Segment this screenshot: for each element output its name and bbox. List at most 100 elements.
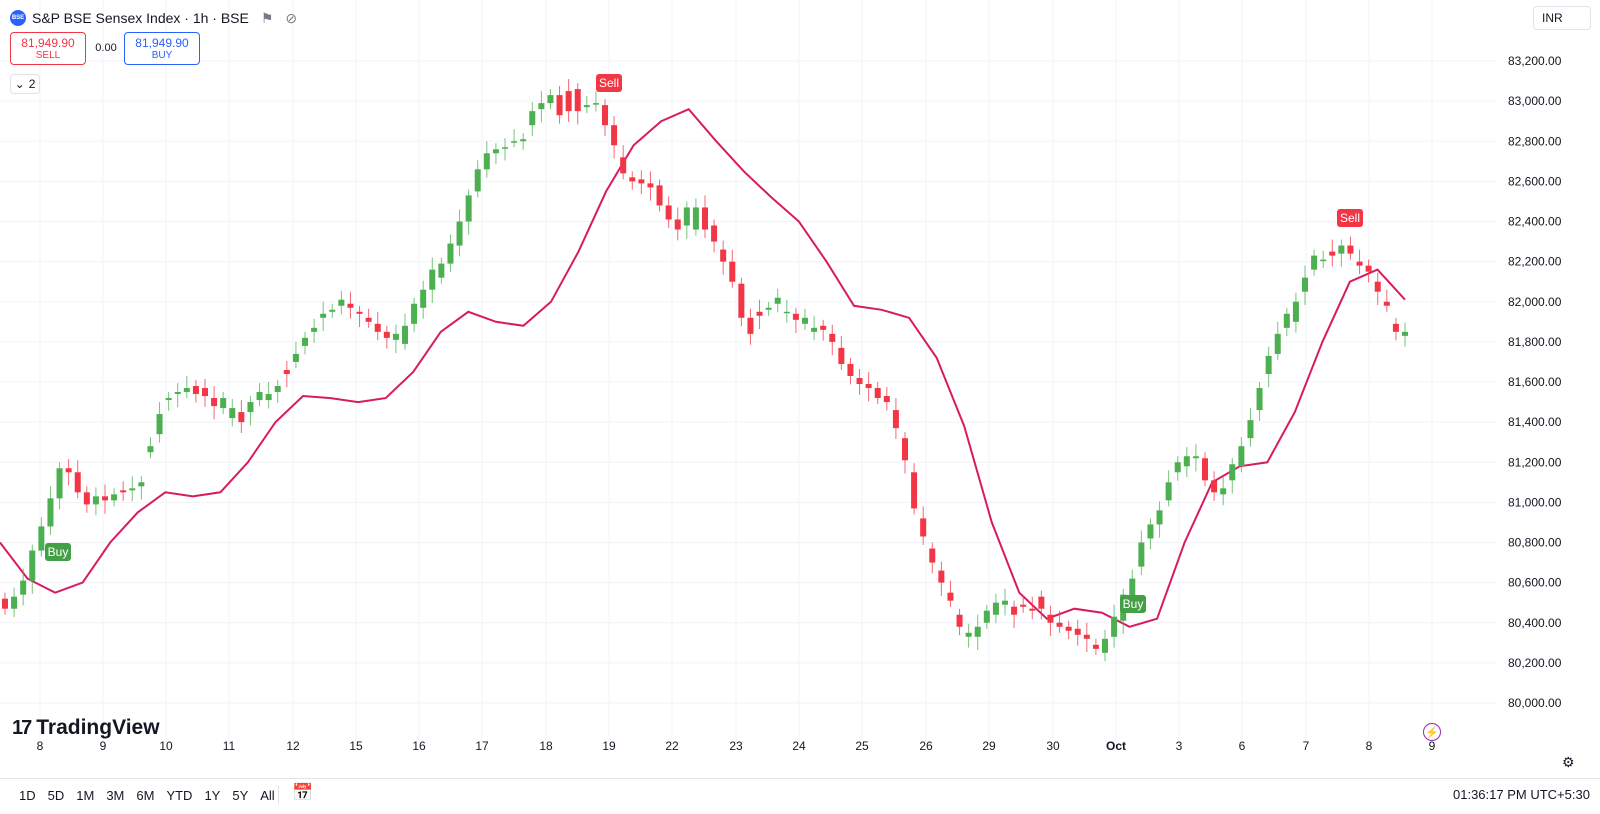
chevron-down-icon: ⌄ [14, 77, 25, 91]
candle-body [956, 614, 963, 627]
symbol-logo: BSE [10, 10, 26, 26]
buy-signal-marker: Buy [1120, 595, 1146, 613]
candle-body [129, 488, 136, 491]
candle-body [1238, 446, 1245, 467]
tradingview-logo-icon: 17 [12, 716, 32, 739]
candle-body [220, 398, 227, 409]
range-button-6m[interactable]: 6M [136, 788, 155, 803]
candle-body [465, 195, 472, 222]
x-tick-label: 3 [1176, 739, 1183, 753]
candle-body [1065, 626, 1072, 631]
candle-body [502, 147, 508, 149]
candle-body [647, 183, 654, 188]
candle-body [692, 207, 699, 230]
flag-icon[interactable]: ⚑ [260, 9, 274, 26]
time-axis[interactable]: 8 9 10 11 12 15 16 17 18 19 22 23 24 25 26 29 30 Oct 3 6 7 8 9 [37, 739, 1436, 753]
range-button-1d[interactable]: 1D [19, 788, 36, 803]
candle-body [483, 153, 490, 170]
signal-badge [1120, 595, 1146, 613]
candle-body [1283, 313, 1290, 328]
candle-body [574, 89, 581, 112]
signal-badge [596, 74, 622, 92]
range-button-all[interactable]: All [260, 788, 275, 803]
signal-markers: Buy Sell Buy Sell [45, 74, 1363, 613]
candle-body [756, 311, 763, 316]
candle-body [1402, 331, 1408, 336]
date-range-selector[interactable]: 1D 5D 1M 3M 6M YTD 1Y 5Y All [14, 786, 280, 805]
candle-body [11, 596, 18, 609]
candle-body [1038, 596, 1045, 609]
candle-body [829, 333, 836, 342]
lightning-icon[interactable]: ⚡ [1423, 723, 1441, 741]
y-tick-label: 80,600.00 [1508, 576, 1562, 590]
candle-body [665, 205, 672, 220]
gear-icon[interactable]: ⚙ [1562, 754, 1575, 770]
currency-selector[interactable]: INR [1533, 6, 1591, 30]
y-tick-label: 81,400.00 [1508, 415, 1562, 429]
candle-body [583, 105, 590, 108]
candle-body [1374, 281, 1381, 292]
candle-body [765, 307, 772, 310]
range-button-5y[interactable]: 5Y [232, 788, 249, 803]
x-tick-label: 25 [855, 739, 869, 753]
candle-body [629, 177, 636, 182]
symbol-title[interactable]: S&P BSE Sensex Index · 1h · BSE [32, 10, 249, 26]
candle-body [792, 313, 799, 320]
candle-body [820, 325, 827, 330]
candle-body [1292, 301, 1299, 322]
candle-body [1147, 524, 1154, 539]
signal-badge [1337, 209, 1363, 227]
candle-body [856, 377, 863, 385]
spread-value: 0.00 [95, 42, 117, 54]
range-button-ytd[interactable]: YTD [166, 788, 193, 803]
buy-price: 81,949.90 [135, 35, 189, 50]
candle-body [1074, 628, 1081, 635]
y-tick-label: 83,200.00 [1508, 54, 1562, 68]
x-tick-label: 9 [1429, 739, 1436, 753]
x-tick-label: 26 [919, 739, 933, 753]
candle-body [1220, 488, 1227, 495]
signal-label: Buy [1123, 597, 1144, 611]
candle-body [920, 518, 927, 537]
indicators-toggle-button[interactable]: ⌄ 2 [10, 74, 40, 94]
y-tick-label: 83,000.00 [1508, 94, 1562, 108]
eye-off-icon[interactable]: ⊘ [285, 9, 298, 26]
timezone-clock[interactable]: 01:36:17 PM UTC+5:30 [1453, 787, 1590, 802]
y-tick-label: 80,000.00 [1508, 696, 1562, 710]
candle-body [1192, 456, 1199, 459]
price-chart[interactable]: Buy Sell Buy Sell 83,200.00 83,000.00 82,800.… [0, 0, 1600, 778]
bottom-toolbar [0, 778, 1600, 814]
candle-body [1392, 323, 1399, 332]
range-button-3m[interactable]: 3M [106, 788, 125, 803]
symbol-header[interactable]: BSE S&P BSE Sensex Index · 1h · BSE ⚑ ⊘ [10, 8, 297, 28]
candle-body [1156, 510, 1163, 525]
candle-body [947, 592, 954, 601]
chart-grid [0, 0, 1496, 742]
sell-button[interactable]: 81,949.90 SELL [10, 32, 86, 65]
candle-body [38, 526, 45, 551]
candle-body [1383, 301, 1390, 306]
candle-body [602, 105, 608, 126]
tradingview-logo[interactable]: 17 TradingView [12, 716, 160, 740]
buy-button[interactable]: 81,949.90 BUY [124, 32, 200, 65]
candle-body [302, 337, 308, 346]
calendar-range-icon[interactable]: 📅 [292, 783, 314, 802]
candle-body [747, 317, 754, 334]
price-axis[interactable]: 83,200.00 83,000.00 82,800.00 82,600.00 82,4… [1508, 54, 1562, 710]
candle-body [711, 225, 718, 242]
candle-body [347, 303, 354, 308]
candle-body [174, 392, 181, 395]
y-tick-label: 81,000.00 [1508, 495, 1562, 509]
range-button-1y[interactable]: 1Y [204, 788, 221, 803]
moving-average-line [0, 107, 1406, 628]
candle-body [65, 468, 72, 473]
candle-body [420, 289, 427, 308]
candle-body [556, 95, 563, 116]
candle-body [729, 261, 736, 282]
candle-body [1202, 458, 1208, 481]
range-button-1m[interactable]: 1M [76, 788, 95, 803]
candle-body [274, 386, 281, 393]
range-button-5d[interactable]: 5D [47, 788, 65, 803]
candle-body [365, 317, 372, 322]
candle-body [1229, 464, 1236, 481]
